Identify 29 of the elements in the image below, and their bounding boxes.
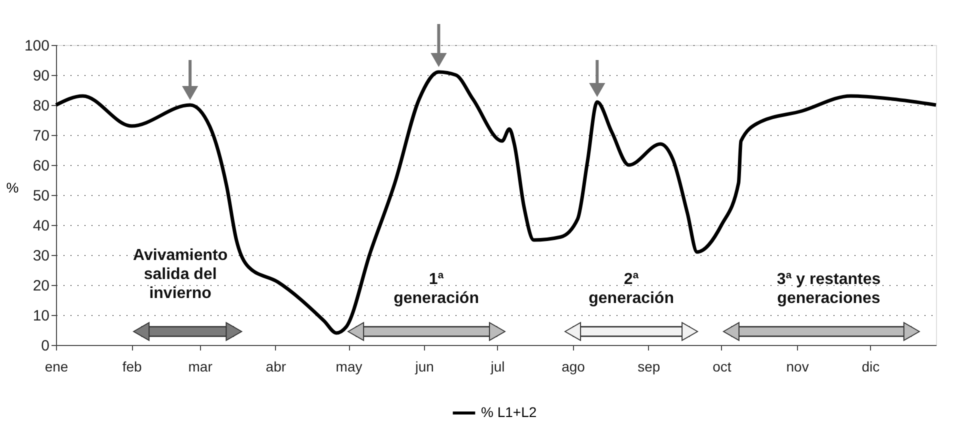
- y-tick-label: 0: [41, 338, 50, 354]
- y-tick-label: 10: [32, 308, 50, 324]
- legend-label: % L1+L2: [481, 404, 537, 420]
- y-tick-label: 50: [32, 188, 50, 204]
- annotation: 3ª y restantes generaciones: [776, 271, 881, 307]
- x-tick-label: ene: [44, 358, 68, 374]
- y-tick-label: 20: [32, 278, 50, 294]
- annotation: 1ª generación: [394, 271, 479, 307]
- y-tick-label: 80: [32, 98, 50, 114]
- x-tick-label: jul: [490, 358, 505, 374]
- y-tick-label: 100: [24, 38, 50, 54]
- x-tick-label: may: [336, 358, 362, 374]
- y-tick-label: 30: [32, 248, 50, 264]
- x-tick-label: jun: [414, 358, 434, 374]
- annotation: Avivamiento salida del invierno: [133, 247, 228, 302]
- y-tick-label: 90: [32, 68, 50, 84]
- x-tick-label: abr: [266, 358, 286, 374]
- x-tick-label: dic: [862, 358, 880, 374]
- x-tick-label: ago: [562, 358, 586, 374]
- y-axis-title: %: [6, 180, 19, 196]
- x-tick-label: sep: [638, 358, 660, 374]
- x-tick-label: nov: [786, 358, 809, 374]
- y-tick-label: 70: [32, 128, 50, 144]
- x-tick-label: oct: [712, 358, 732, 374]
- y-tick-label: 60: [32, 158, 50, 174]
- x-tick-label: mar: [188, 358, 213, 374]
- y-tick-label: 40: [32, 218, 50, 234]
- x-tick-label: feb: [122, 358, 142, 374]
- annotation: 2ª generación: [588, 271, 674, 307]
